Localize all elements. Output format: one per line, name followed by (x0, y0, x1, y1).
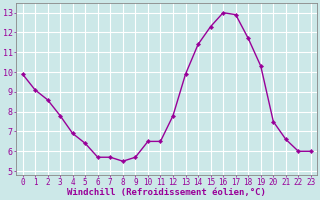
X-axis label: Windchill (Refroidissement éolien,°C): Windchill (Refroidissement éolien,°C) (67, 188, 266, 197)
